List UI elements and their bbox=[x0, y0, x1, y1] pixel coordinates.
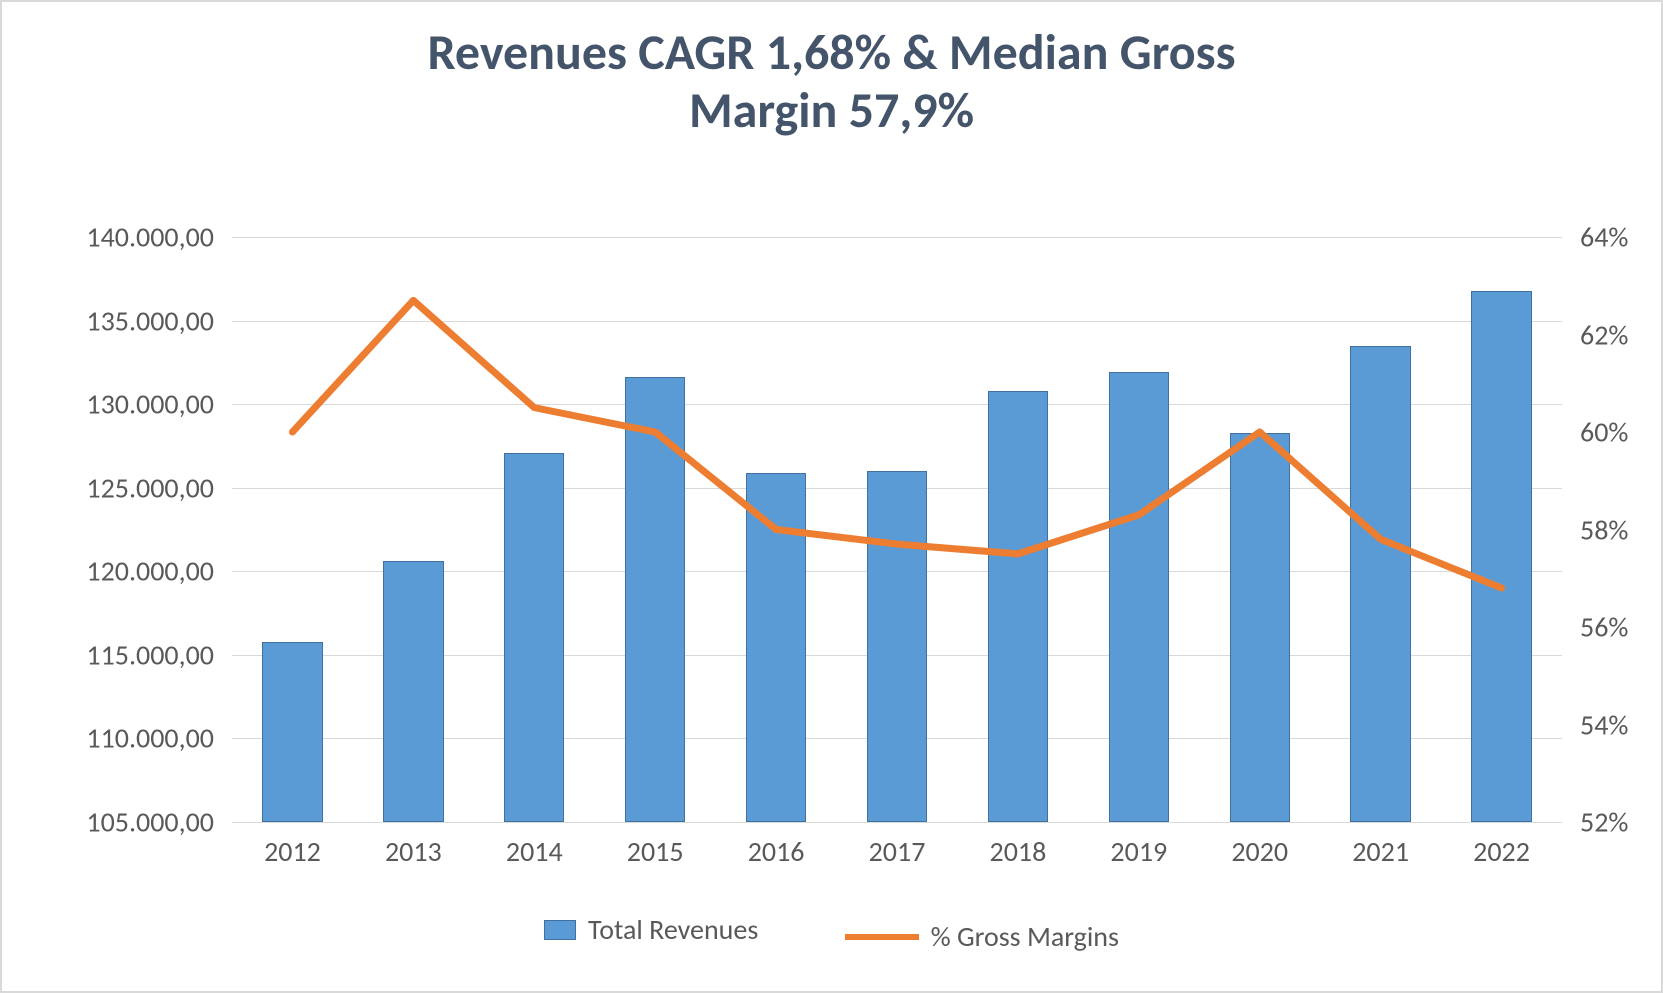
chart-title-line1: Revenues CAGR 1,68% & Median Gross bbox=[2, 24, 1661, 82]
y-left-tick-label: 105.000,00 bbox=[14, 805, 214, 840]
y-left-tick-label: 125.000,00 bbox=[14, 470, 214, 505]
x-tick-label: 2012 bbox=[264, 834, 321, 869]
y-left-tick-label: 115.000,00 bbox=[14, 637, 214, 672]
y-right-tick-label: 56% bbox=[1580, 610, 1628, 645]
y-left-tick-label: 110.000,00 bbox=[14, 721, 214, 756]
y-right-tick-label: 54% bbox=[1580, 707, 1628, 742]
x-tick-label: 2021 bbox=[1352, 834, 1409, 869]
legend-label-bars: Total Revenues bbox=[588, 912, 758, 947]
x-tick-label: 2016 bbox=[748, 834, 805, 869]
line-series bbox=[292, 300, 1501, 588]
legend-swatch-bar-icon bbox=[544, 920, 576, 940]
y-right-tick-label: 64% bbox=[1580, 220, 1628, 255]
grid-line bbox=[232, 822, 1562, 823]
x-tick-label: 2013 bbox=[385, 834, 442, 869]
chart-title: Revenues CAGR 1,68% & Median Gross Margi… bbox=[2, 2, 1661, 139]
chart-title-line2: Margin 57,9% bbox=[2, 82, 1661, 140]
y-right-tick-label: 62% bbox=[1580, 317, 1628, 352]
x-tick-label: 2018 bbox=[990, 834, 1047, 869]
chart-frame: Revenues CAGR 1,68% & Median Gross Margi… bbox=[0, 0, 1663, 993]
legend-label-line: % Gross Margins bbox=[931, 919, 1119, 954]
y-left-tick-label: 130.000,00 bbox=[14, 387, 214, 422]
y-right-tick-label: 52% bbox=[1580, 805, 1628, 840]
y-right-tick-label: 58% bbox=[1580, 512, 1628, 547]
legend-item-bars: Total Revenues bbox=[544, 912, 758, 947]
legend: Total Revenues % Gross Margins bbox=[2, 912, 1661, 954]
plot-area bbox=[232, 237, 1562, 822]
x-tick-label: 2014 bbox=[506, 834, 563, 869]
x-tick-label: 2015 bbox=[627, 834, 684, 869]
y-left-tick-label: 135.000,00 bbox=[14, 303, 214, 338]
x-tick-label: 2022 bbox=[1473, 834, 1530, 869]
y-left-tick-label: 120.000,00 bbox=[14, 554, 214, 589]
legend-swatch-line-icon bbox=[845, 934, 919, 940]
x-tick-label: 2019 bbox=[1110, 834, 1167, 869]
y-right-tick-label: 60% bbox=[1580, 415, 1628, 450]
x-tick-label: 2020 bbox=[1231, 834, 1288, 869]
x-tick-label: 2017 bbox=[869, 834, 926, 869]
y-left-tick-label: 140.000,00 bbox=[14, 220, 214, 255]
line-series-svg bbox=[232, 237, 1562, 822]
legend-item-line: % Gross Margins bbox=[845, 919, 1119, 954]
